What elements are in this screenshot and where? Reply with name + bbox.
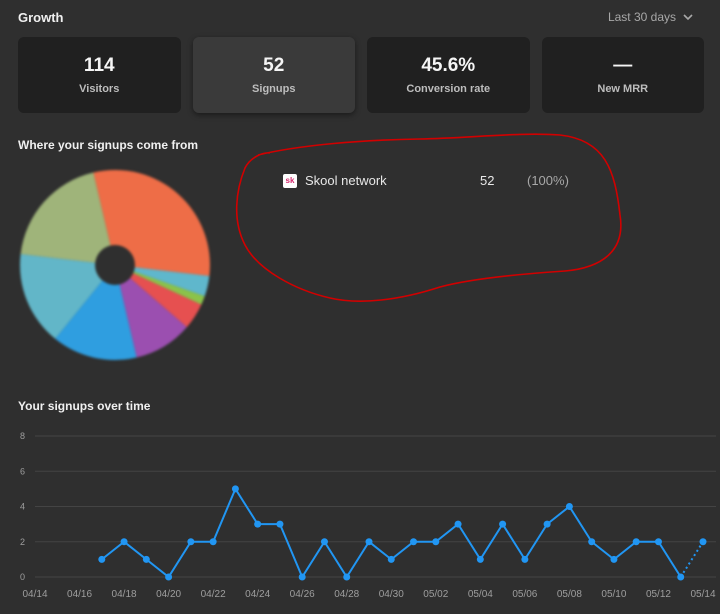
x-tick-label: 04/26 <box>290 589 315 600</box>
data-point <box>499 520 507 528</box>
x-tick-label: 04/14 <box>22 589 47 600</box>
data-point <box>565 503 573 510</box>
x-tick-label: 04/24 <box>245 589 270 600</box>
pie-slice <box>115 265 202 328</box>
y-tick-label: 8 <box>20 431 25 441</box>
series-line <box>101 486 682 580</box>
data-point <box>654 538 662 546</box>
page-title: Growth <box>18 10 64 25</box>
pie-hole <box>95 245 135 285</box>
data-point <box>276 520 284 528</box>
x-tick-label: 04/30 <box>379 589 404 600</box>
x-tick-label: 05/12 <box>646 589 671 600</box>
pie-slice <box>19 254 115 339</box>
sources-title: Where your signups come from <box>18 138 199 152</box>
x-tick-label: 04/16 <box>67 589 92 600</box>
date-range-label: Last 30 days <box>607 10 676 24</box>
data-point <box>343 573 351 581</box>
signups-card[interactable]: 52 Signups <box>192 37 355 113</box>
data-point <box>410 538 418 546</box>
data-point <box>699 538 707 546</box>
data-point <box>632 538 640 546</box>
metric-value: 114 <box>83 55 115 76</box>
conversion-rate-card[interactable]: 45.6% Conversion rate <box>367 37 530 113</box>
series-line-dotted <box>679 541 704 578</box>
data-point <box>432 538 440 546</box>
timeline-title: Your signups over time <box>18 399 151 413</box>
pie-slice <box>115 265 205 305</box>
x-tick-label: 04/18 <box>112 589 137 600</box>
metric-value: 52 <box>263 55 285 76</box>
metric-label: Signups <box>252 83 296 95</box>
data-point <box>120 538 128 546</box>
y-tick-label: 4 <box>20 502 25 512</box>
data-point <box>231 485 239 493</box>
pie-slice <box>115 265 210 297</box>
new-mrr-card[interactable]: — New MRR <box>541 37 704 113</box>
pie-slice <box>20 172 115 265</box>
x-tick-label: 04/28 <box>334 589 359 600</box>
metric-label: Visitors <box>79 83 120 95</box>
data-point <box>677 573 685 581</box>
metric-value: 45.6% <box>421 55 476 76</box>
y-tick-label: 2 <box>20 537 25 547</box>
x-tick-label: 04/20 <box>156 589 181 600</box>
source-percent: (100%) <box>527 173 569 188</box>
metric-value: — <box>613 55 633 76</box>
source-count: 52 <box>480 173 495 188</box>
chevron-down-icon <box>683 14 693 21</box>
x-tick-label: 05/10 <box>601 589 626 600</box>
x-tick-label: 05/14 <box>690 589 715 600</box>
sources-pie-chart <box>19 170 210 360</box>
metric-label: New MRR <box>597 83 649 95</box>
pie-slice <box>115 265 187 358</box>
signups-line-chart: 0 2 4 6 8 04/14 04/16 04/18 04/20 04/22 04/24 04/26… <box>20 431 716 600</box>
y-tick-label: 6 <box>20 466 25 476</box>
visitors-card[interactable]: 114 Visitors <box>18 37 181 113</box>
data-point <box>365 538 373 546</box>
data-point <box>543 520 551 528</box>
x-tick-label: 05/04 <box>468 589 493 600</box>
data-point <box>187 538 195 546</box>
y-tick-label: 0 <box>20 572 25 582</box>
data-point <box>387 555 395 563</box>
date-range-dropdown[interactable]: Last 30 days <box>608 10 694 24</box>
data-point <box>254 520 262 528</box>
source-name: Skool network <box>305 173 387 188</box>
source-item[interactable]: sk Skool network 52 (100%) <box>283 172 603 190</box>
x-tick-label: 05/06 <box>512 589 537 600</box>
data-point <box>165 573 173 581</box>
metric-label: Conversion rate <box>406 83 491 95</box>
x-tick-label: 05/08 <box>557 589 582 600</box>
data-point <box>298 573 306 581</box>
data-point <box>98 555 106 563</box>
data-point <box>610 555 618 563</box>
data-point <box>320 538 328 546</box>
data-point <box>142 555 150 563</box>
data-point <box>454 520 462 528</box>
header: Growth Last 30 days <box>0 0 720 36</box>
data-point <box>209 538 217 546</box>
data-point <box>521 555 529 563</box>
skool-logo-icon: sk <box>283 174 297 188</box>
metric-cards: 114 Visitors 52 Signups 45.6% Conversion… <box>18 37 704 113</box>
annotation-loop <box>235 133 622 302</box>
pie-slice <box>55 265 137 360</box>
data-point <box>476 555 484 563</box>
data-point <box>588 538 596 546</box>
x-tick-label: 04/22 <box>201 589 226 600</box>
x-tick-label: 05/02 <box>423 589 448 600</box>
